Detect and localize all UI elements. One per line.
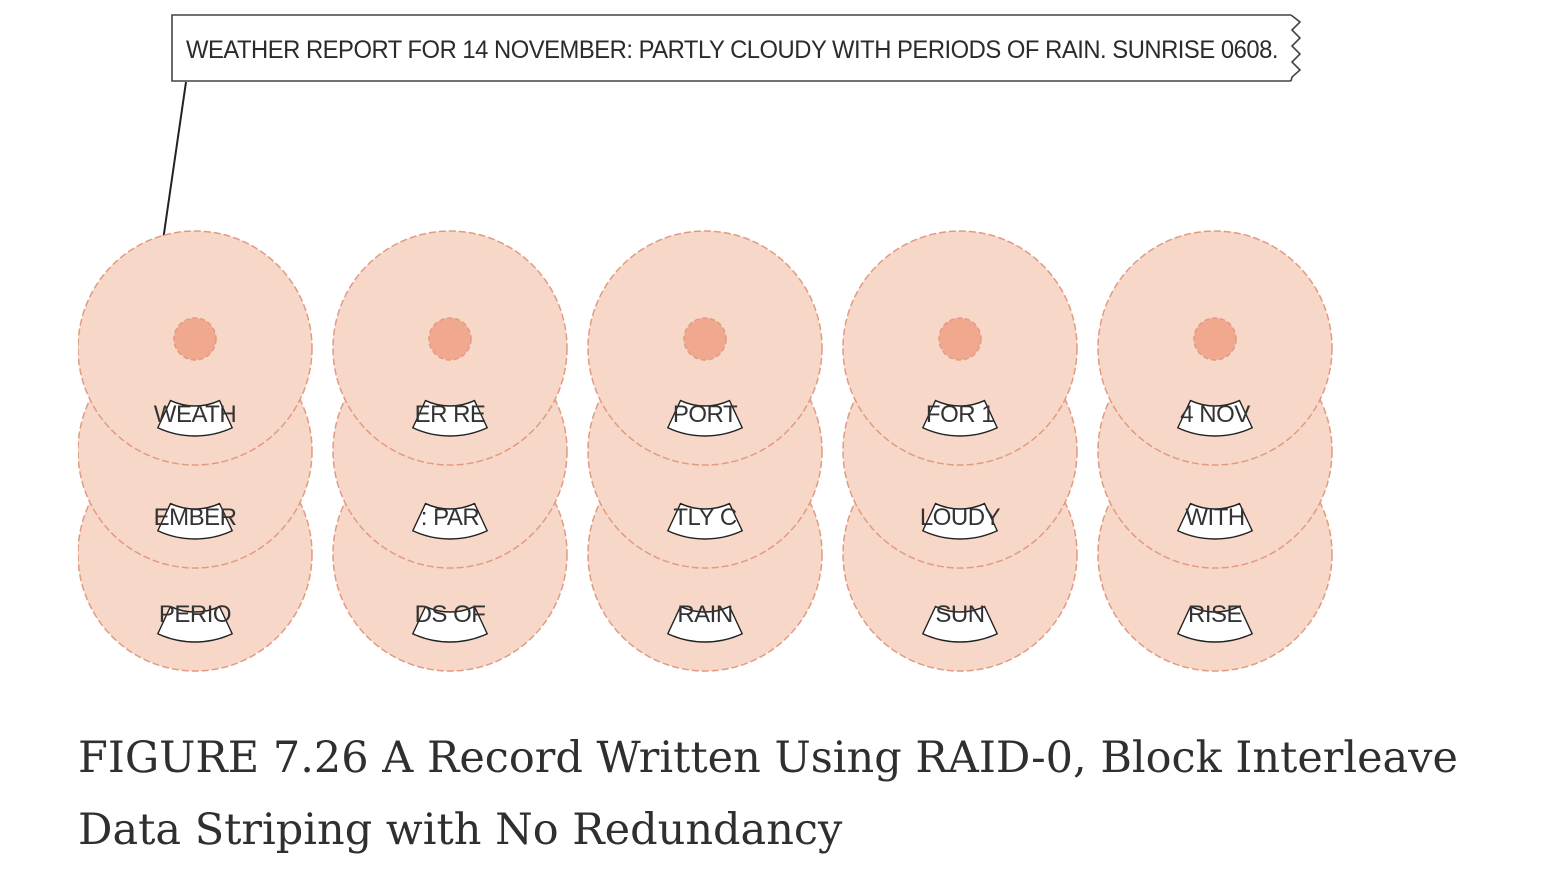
track-segment bbox=[666, 605, 744, 643]
data-block-label: FOR 1 bbox=[926, 401, 994, 428]
data-block-label: RISE bbox=[1188, 601, 1242, 628]
data-block-label: PORT bbox=[673, 401, 738, 428]
track-segment bbox=[156, 399, 234, 437]
track-segment bbox=[921, 605, 999, 643]
data-block-label: : PAR bbox=[421, 504, 480, 531]
data-block-label: LOUDY bbox=[920, 504, 1001, 531]
data-block-label: EMBER bbox=[154, 504, 237, 531]
track-segment bbox=[1176, 502, 1254, 540]
data-block-label: 4 NOV bbox=[1180, 401, 1250, 428]
track-segment bbox=[921, 502, 999, 540]
spindle-hub bbox=[1193, 317, 1237, 361]
track-segment bbox=[411, 502, 489, 540]
disk-2: DS OF : PAR ER RE bbox=[332, 230, 568, 672]
spindle-hub bbox=[173, 317, 217, 361]
data-block-label: WITH bbox=[1185, 504, 1244, 531]
disk-1: PERIO EMBER WEATH bbox=[78, 230, 313, 672]
disk-platter: FOR 1 bbox=[842, 230, 1078, 466]
track-segment bbox=[411, 399, 489, 437]
track-segment bbox=[411, 605, 489, 643]
track-segment bbox=[1176, 399, 1254, 437]
data-block-label: RAIN bbox=[677, 601, 732, 628]
raid0-figure: WEATH ER RE PORT FOR 1 4 NOV EMBER : PAR TLY C… bbox=[78, 14, 1333, 678]
spindle-hub bbox=[938, 317, 982, 361]
spindle-hub bbox=[683, 317, 727, 361]
disk-platter: 4 NOV bbox=[1097, 230, 1333, 466]
disk-4: SUN LOUDY FOR 1 bbox=[842, 230, 1078, 672]
track-segment bbox=[921, 399, 999, 437]
spindle-hub bbox=[428, 317, 472, 361]
record-box: WEATHER REPORT FOR 14 NOVEMBER: PARTLY C… bbox=[171, 14, 1302, 82]
data-block-label: WEATH bbox=[154, 401, 236, 428]
figure-caption: FIGURE 7.26 A Record Written Using RAID-… bbox=[78, 733, 1458, 855]
disk-platter: WEATH bbox=[78, 230, 313, 466]
data-block-label: DS OF bbox=[415, 601, 486, 628]
disk-platter: PORT bbox=[587, 230, 823, 466]
disk-3: RAIN TLY C PORT bbox=[587, 230, 823, 672]
track-segment bbox=[666, 502, 744, 540]
record-text: WEATHER REPORT FOR 14 NOVEMBER: PARTLY C… bbox=[186, 36, 1278, 64]
track-segment bbox=[156, 605, 234, 643]
raid0-diagram: WEATH ER RE PORT FOR 1 4 NOV EMBER : PAR TLY C… bbox=[78, 14, 1333, 672]
record-box-torn-edge bbox=[1290, 14, 1302, 82]
track-segment bbox=[1176, 605, 1254, 643]
track-segment bbox=[156, 502, 234, 540]
track-segment bbox=[666, 399, 744, 437]
record-box-outline bbox=[171, 14, 1291, 82]
disk-array: PERIO EMBER WEATH DS OF : PAR ER RE RAIN TLY C P… bbox=[78, 230, 1333, 672]
data-block-label: PERIO bbox=[159, 601, 231, 628]
disk-5: RISE WITH 4 NOV bbox=[1097, 230, 1333, 672]
data-block-label: ER RE bbox=[415, 401, 486, 428]
disk-platter: ER RE bbox=[332, 230, 568, 466]
data-block-label: TLY C bbox=[673, 504, 736, 531]
data-block-label: SUN bbox=[935, 601, 984, 628]
